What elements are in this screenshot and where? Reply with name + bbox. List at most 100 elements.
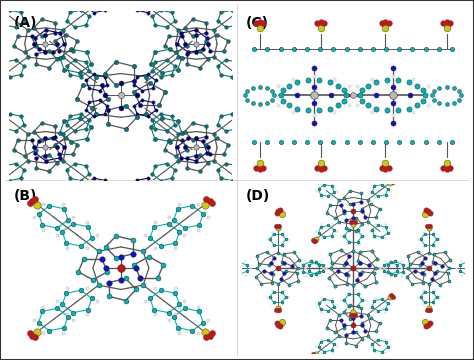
Point: [417, 237, 424, 242]
Point: [24, 27, 31, 33]
Point: [112, 59, 119, 65]
Point: [315, 269, 322, 274]
Point: [364, 102, 372, 108]
Point: [303, 46, 311, 52]
Point: [175, 303, 182, 309]
Point: [389, 65, 396, 71]
Point: [163, 161, 171, 166]
Point: [315, 345, 322, 350]
Point: [342, 271, 350, 276]
Point: [256, 84, 264, 90]
Point: [329, 46, 337, 52]
Point: [35, 139, 43, 144]
Point: [326, 317, 334, 323]
Point: [317, 194, 325, 200]
Point: [364, 197, 371, 203]
Point: [270, 231, 277, 237]
Point: [171, 245, 178, 251]
Point: [141, 232, 149, 238]
Point: [281, 260, 288, 266]
Point: [255, 185, 262, 191]
Point: [419, 243, 427, 249]
Point: [32, 62, 40, 67]
Point: [196, 48, 204, 54]
Point: [351, 219, 359, 225]
Point: [142, 111, 149, 117]
Point: [443, 166, 450, 172]
Point: [71, 161, 79, 166]
Point: [382, 46, 390, 52]
Point: [269, 287, 276, 293]
Point: [168, 113, 176, 119]
Point: [157, 243, 164, 249]
Point: [130, 89, 138, 94]
Point: [181, 232, 188, 238]
Point: [178, 155, 185, 161]
Point: [421, 320, 428, 325]
Point: [395, 139, 403, 144]
Point: [139, 282, 147, 288]
Point: [405, 106, 413, 112]
Point: [217, 10, 225, 15]
Point: [340, 309, 347, 315]
Point: [255, 82, 262, 87]
Point: [346, 253, 353, 259]
Point: [76, 115, 83, 121]
Point: [346, 201, 354, 207]
Point: [270, 300, 277, 305]
Point: [330, 227, 338, 233]
Point: [291, 249, 298, 255]
Point: [38, 17, 46, 22]
Point: [67, 139, 75, 145]
Point: [71, 57, 79, 63]
Point: [422, 323, 429, 329]
Point: [450, 100, 457, 105]
Point: [305, 262, 312, 268]
Point: [385, 165, 393, 171]
Point: [345, 239, 353, 245]
Point: [66, 72, 73, 77]
Point: [117, 277, 125, 283]
Point: [64, 219, 71, 225]
Point: [132, 265, 140, 271]
Point: [175, 158, 182, 164]
Point: [241, 258, 249, 264]
Point: [395, 46, 403, 52]
Point: [378, 182, 386, 188]
Text: (A): (A): [14, 16, 37, 30]
Point: [433, 237, 440, 242]
Point: [95, 282, 102, 288]
Point: [73, 141, 81, 147]
Point: [59, 27, 67, 33]
Point: [183, 44, 191, 49]
Point: [411, 268, 419, 274]
Point: [418, 270, 426, 276]
Point: [354, 303, 361, 309]
Point: [1, 163, 9, 169]
Point: [51, 134, 59, 140]
Point: [228, 7, 236, 13]
Point: [42, 153, 49, 159]
Point: [77, 178, 85, 184]
Point: [371, 336, 379, 342]
Point: [263, 85, 271, 91]
Point: [282, 237, 290, 242]
Point: [277, 93, 285, 98]
Point: [20, 122, 28, 127]
Point: [374, 194, 382, 199]
Point: [157, 178, 164, 184]
Point: [354, 239, 361, 245]
Point: [389, 73, 396, 79]
Point: [189, 17, 197, 22]
Point: [172, 153, 180, 159]
Point: [313, 258, 320, 264]
Point: [228, 111, 236, 117]
Point: [259, 20, 267, 26]
Point: [310, 112, 318, 118]
Point: [151, 49, 159, 55]
Point: [335, 102, 342, 108]
Point: [355, 290, 363, 296]
Point: [96, 192, 103, 197]
Point: [270, 93, 278, 98]
Point: [256, 160, 264, 166]
